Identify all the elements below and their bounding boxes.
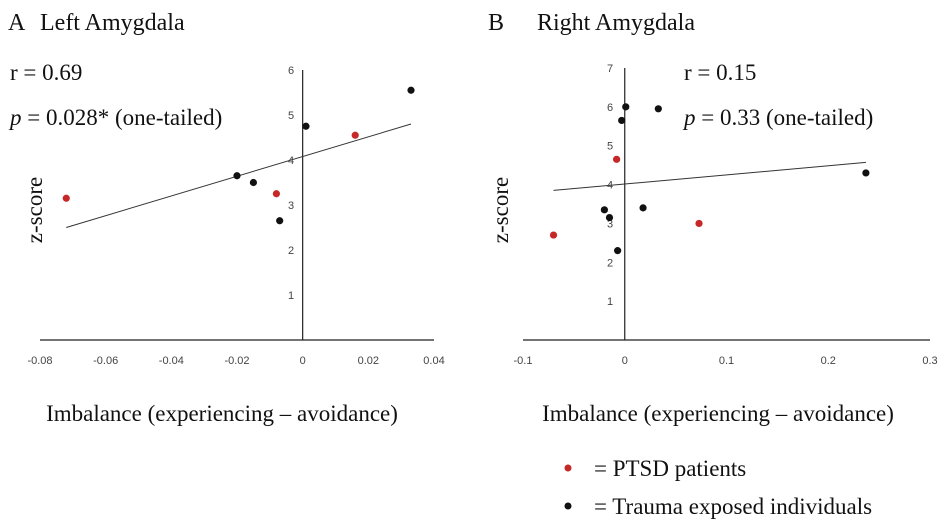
panel-a-p-value: p = 0.028* (one-tailed) [8,105,222,130]
panel-right-amygdala: B Right Amygdala r = 0.15 p = 0.33 (one-… [488,10,938,426]
legend-marker-ptsd [564,464,572,472]
panel-b-y-tick-label: 5 [607,141,613,153]
panel-a-ptsd-point [272,190,280,198]
panel-b-trauma-point [654,105,662,113]
legend-label-trauma: = Trauma exposed individuals [594,494,872,519]
panel-b-y-tick-label: 2 [607,257,613,269]
panel-a-x-tick-label: -0.02 [224,355,249,367]
panel-b-letter: B [488,10,504,36]
panel-a-y-tick-label: 2 [288,245,294,257]
panel-a-x-tick-label: -0.06 [93,355,118,367]
panel-b-x-tick-label: 0.2 [821,355,836,367]
panel-b-y-tick-label: 6 [607,102,613,114]
panel-a-y-tick-label: 5 [288,110,294,122]
panel-b-plot-area: -0.100.10.20.31234567 [514,63,938,367]
panel-a-y-tick-label: 3 [288,200,294,212]
panel-a-ptsd-point [62,194,70,202]
panel-a-x-tick-label: 0.04 [423,355,444,367]
panel-a-trauma-point [302,122,310,130]
panel-b-trauma-point [614,247,622,255]
panel-b-y-tick-label: 7 [607,63,613,75]
panel-b-x-axis-title: Imbalance (experiencing – avoidance) [542,401,894,426]
panel-a-trauma-point [233,172,241,180]
panel-b-title: Right Amygdala [537,10,695,36]
panel-a-x-axis-title: Imbalance (experiencing – avoidance) [46,401,398,426]
panel-b-x-tick-label: 0.3 [922,355,937,367]
panel-a-letter: A [8,10,26,36]
panel-a-trauma-point [276,217,284,225]
panel-a-y-tick-label: 6 [288,65,294,77]
panel-b-trauma-point [600,206,609,214]
legend: = PTSD patients = Trauma exposed individ… [564,456,872,519]
panel-b-trauma-point [618,116,626,125]
panel-a-x-tick-label: 0.02 [358,355,379,367]
panel-a-y-tick-label: 1 [288,290,294,302]
panel-b-trauma-point [622,103,630,111]
panel-a-plot-area: -0.08 -0.06 -0.04 -0.02 0 0.02 0.04 1 2 3 4 5 6 [27,65,444,367]
panel-b-x-tick-label: 0.1 [719,355,734,367]
panel-a-x-tick-label: -0.08 [27,355,52,367]
panel-b-trauma-point [605,214,614,222]
legend-item-trauma: = Trauma exposed individuals [564,494,872,519]
panel-b-r-value: r = 0.15 [684,60,756,85]
legend-marker-trauma [564,502,572,510]
panel-b-y-axis-title: z-score [488,177,513,243]
panel-b-ptsd-point [549,231,558,239]
legend-item-ptsd: = PTSD patients [564,456,746,481]
panel-a-x-tick-label: -0.04 [159,355,184,367]
panel-b-p-value: p = 0.33 (one-tailed) [682,105,873,130]
panel-b-ptsd-point [695,219,703,228]
panel-b-x-tick-label: -0.1 [514,355,533,367]
panel-b-x-tick-label: 0 [622,355,628,367]
panel-b-trauma-point [862,169,870,177]
panel-a-x-tick-label: 0 [300,355,306,367]
panel-a-trauma-point [249,178,258,187]
panel-b-y-tick-label: 3 [607,218,613,230]
panel-left-amygdala: A Left Amygdala r = 0.69 p = 0.028* (one… [8,10,445,426]
panel-b-ptsd-point [613,155,621,163]
legend-label-ptsd: = PTSD patients [594,456,746,481]
panel-b-trauma-point [639,204,647,212]
panel-a-trauma-point [407,86,415,94]
panel-a-ptsd-point [351,131,359,139]
panel-a-title: Left Amygdala [40,10,185,36]
panel-a-r-value: r = 0.69 [10,60,82,85]
panel-a-y-axis-title: z-score [22,177,47,243]
panel-b-trendline [553,161,866,191]
panel-a-y-tick-label: 4 [288,155,294,167]
panel-b-y-tick-label: 1 [607,296,613,308]
